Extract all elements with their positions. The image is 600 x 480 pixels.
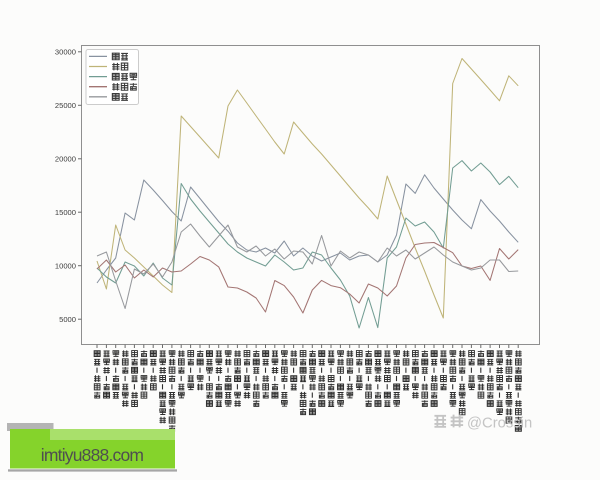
svg-text:@Crossin: @Crossin bbox=[467, 416, 532, 432]
svg-text:20000: 20000 bbox=[55, 154, 76, 163]
svg-text:10000: 10000 bbox=[55, 261, 76, 270]
svg-text:25000: 25000 bbox=[55, 101, 76, 110]
svg-text:15000: 15000 bbox=[55, 208, 76, 217]
svg-text:5000: 5000 bbox=[59, 315, 76, 324]
svg-text:30000: 30000 bbox=[55, 47, 76, 56]
svg-text:imtiyu888.com: imtiyu888.com bbox=[41, 445, 144, 465]
